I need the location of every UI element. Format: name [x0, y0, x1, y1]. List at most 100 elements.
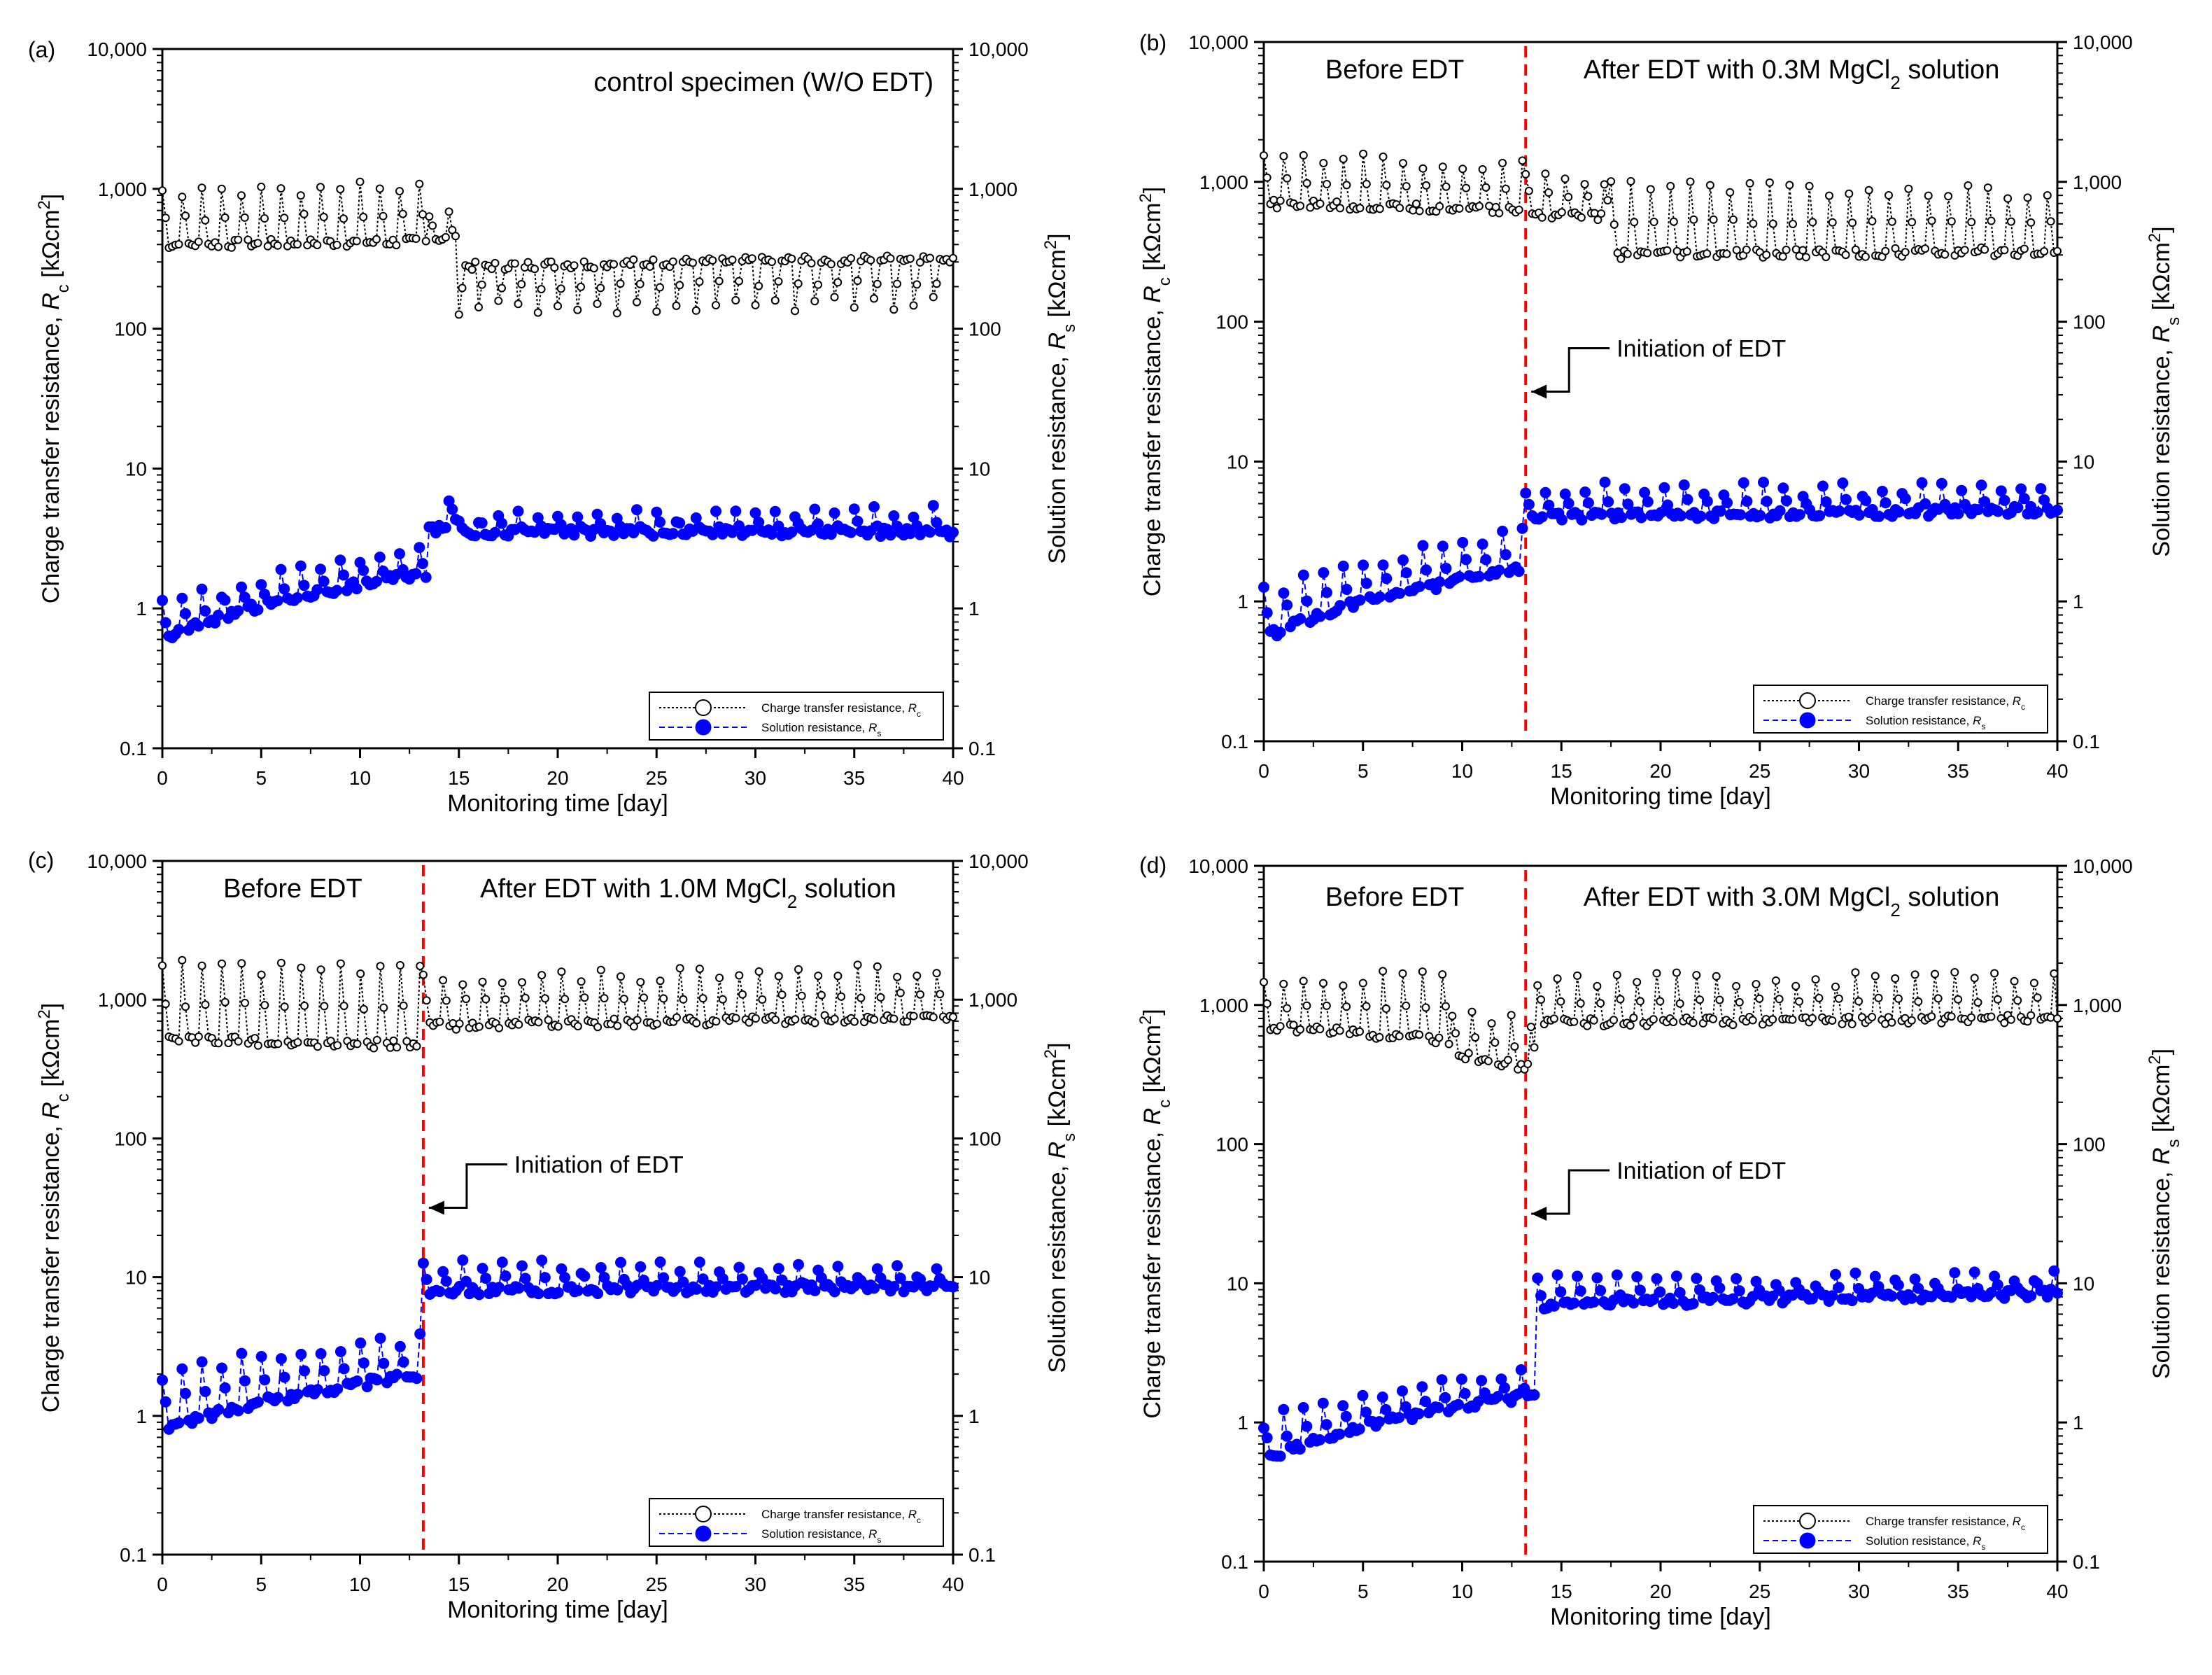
- rs-data-point: [196, 583, 208, 595]
- x-tick-label: 10: [1451, 1581, 1473, 1602]
- rc-data-point: [1728, 1021, 1738, 1030]
- y-label-sub: s: [1060, 1133, 1079, 1142]
- y-tick-label-right: 1,000: [2073, 995, 2122, 1016]
- rc-data-point: [1874, 993, 1883, 1002]
- rc-data-point: [1609, 220, 1619, 229]
- rc-data-point: [395, 187, 404, 196]
- rs-data-point: [1357, 1389, 1369, 1401]
- rc-data-point: [1411, 199, 1421, 209]
- rs-data-point: [1945, 1291, 1957, 1303]
- y-label-sub: c: [1155, 277, 1174, 286]
- rc-data-point: [2010, 976, 2019, 986]
- rs-data-point: [1619, 483, 1630, 495]
- rs-data-point: [674, 517, 686, 529]
- rc-data-point: [521, 993, 530, 1002]
- plot-frame: [161, 48, 954, 750]
- rc-data-point: [1398, 969, 1407, 978]
- series-rc: [158, 177, 957, 319]
- rs-data-point: [1294, 1443, 1306, 1455]
- rs-data-point: [1701, 496, 1713, 507]
- rc-data-point: [873, 962, 882, 971]
- rc-data-point: [1418, 164, 1428, 173]
- rs-data-point: [717, 1273, 728, 1284]
- rc-data-point: [253, 239, 262, 248]
- rc-data-point: [633, 1016, 642, 1025]
- rs-data-point: [414, 1328, 426, 1340]
- rs-data-point: [1968, 1266, 1980, 1278]
- rc-data-point: [668, 257, 677, 266]
- rc-data-point: [2020, 244, 2029, 253]
- rc-data-point: [714, 276, 724, 286]
- rc-data-point: [896, 988, 905, 997]
- rc-data-point: [830, 293, 839, 302]
- y-tick-label-left: 10: [125, 1267, 147, 1289]
- rs-data-point: [1358, 559, 1369, 571]
- rs-data-point: [1516, 522, 1528, 534]
- y-tick-label-left: 100: [114, 1128, 147, 1149]
- rc-data-point: [458, 980, 467, 989]
- rs-data-point: [1314, 610, 1326, 622]
- rs-data-point: [1735, 509, 1746, 521]
- y-label-unit: [kΩcm: [1139, 203, 1166, 278]
- before-edt-label: Before EDT: [223, 874, 362, 904]
- rc-data-point: [1358, 979, 1367, 988]
- y-axis-label-right: Solution resistance, Rs [kΩcm2]: [2146, 1049, 2183, 1379]
- rc-data-point: [712, 1017, 721, 1026]
- rc-data-point: [372, 1035, 381, 1044]
- x-axis-label: Monitoring time [day]: [1550, 1604, 1771, 1630]
- rc-data-point: [1964, 181, 1973, 190]
- y-label-var: R: [1044, 1142, 1071, 1159]
- rc-data-point: [1262, 173, 1271, 182]
- rc-data-point: [1474, 202, 1484, 211]
- rs-data-point: [1434, 576, 1446, 588]
- x-tick-label: 20: [547, 1574, 568, 1595]
- rc-data-point: [477, 280, 486, 289]
- rc-data-point: [1283, 1004, 1292, 1013]
- rs-data-point: [1687, 1298, 1699, 1310]
- rs-data-point: [213, 610, 224, 621]
- y-label-sub: s: [2164, 317, 2183, 325]
- rs-data-point: [1611, 1269, 1623, 1281]
- rs-data-point: [1416, 1381, 1428, 1393]
- rc-data-point: [1319, 979, 1327, 988]
- rs-data-point: [691, 1283, 703, 1295]
- rc-data-point: [758, 995, 767, 1004]
- rc-data-point: [474, 1022, 484, 1031]
- y-label-sup: 2: [1041, 1049, 1060, 1058]
- rs-data-point: [1616, 512, 1628, 524]
- rs-data-point: [1714, 1282, 1726, 1294]
- rc-data-point: [889, 1014, 899, 1023]
- y-label-sub: c: [54, 1093, 73, 1102]
- rs-data-point: [654, 516, 665, 528]
- y-tick-label-left: 1: [136, 1406, 147, 1427]
- after-label-sub: 2: [1890, 899, 1900, 920]
- rc-data-point: [857, 993, 866, 1002]
- rc-data-point: [1441, 1002, 1450, 1011]
- rc-data-point: [794, 965, 803, 974]
- rc-data-point: [1335, 1026, 1344, 1035]
- rc-data-point: [1881, 1019, 1889, 1028]
- rc-data-point: [313, 1042, 322, 1051]
- rc-data-point: [791, 307, 799, 316]
- rc-data-point: [194, 1032, 203, 1041]
- rs-data-point: [1668, 1298, 1679, 1309]
- rc-data-point: [1262, 999, 1271, 1008]
- rs-data-point: [697, 1273, 709, 1285]
- rs-data-point: [1814, 510, 1826, 521]
- rc-data-point: [1362, 1002, 1371, 1011]
- rs-data-point: [1956, 484, 1968, 496]
- rc-data-point: [1828, 1016, 1837, 1025]
- rs-data-point: [674, 1266, 686, 1277]
- rc-data-point: [1666, 181, 1675, 190]
- rc-data-point: [435, 1017, 444, 1026]
- y-label-prefix: Charge transfer resistance,: [1139, 303, 1166, 597]
- rs-data-point: [769, 505, 781, 517]
- rs-data-point: [1853, 509, 1865, 521]
- rs-data-point: [180, 608, 191, 619]
- after-label-sub: 2: [1890, 72, 1900, 93]
- legend-sub: c: [917, 709, 921, 719]
- rc-data-point: [1523, 1060, 1533, 1068]
- rs-data-point: [1576, 514, 1588, 526]
- series-rs: [1258, 1265, 2063, 1462]
